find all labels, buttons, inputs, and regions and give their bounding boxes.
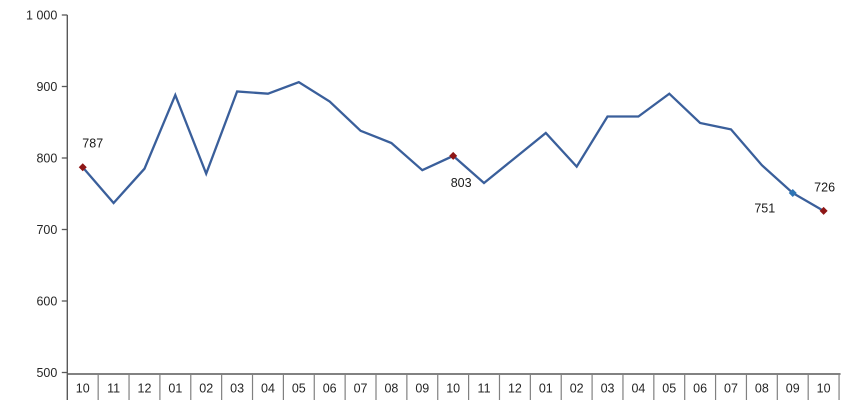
x-axis-label: 02 <box>570 382 584 396</box>
y-axis-label: 600 <box>36 294 57 308</box>
x-axis-label: 12 <box>138 382 152 396</box>
x-axis-label: 10 <box>76 382 90 396</box>
x-axis-label: 04 <box>631 382 645 396</box>
x-axis-label: 07 <box>724 382 738 396</box>
y-axis-label: 1 000 <box>26 8 57 22</box>
y-axis-label: 900 <box>36 80 57 94</box>
x-axis-label: 10 <box>817 382 831 396</box>
y-axis-label: 500 <box>36 366 57 380</box>
x-axis-label: 01 <box>539 382 553 396</box>
data-point-label: 803 <box>451 176 472 190</box>
data-point-marker <box>788 189 797 198</box>
data-line <box>81 80 825 212</box>
x-axis-label: 04 <box>261 382 275 396</box>
data-point-marker <box>449 151 458 160</box>
x-axis-label: 05 <box>662 382 676 396</box>
x-axis-label: 10 <box>446 382 460 396</box>
x-axis-label: 08 <box>384 382 398 396</box>
x-axis-label: 03 <box>230 382 244 396</box>
x-axis-label: 01 <box>168 382 182 396</box>
x-axis-label: 09 <box>786 382 800 396</box>
x-axis-label: 02 <box>199 382 213 396</box>
x-axis-label: 05 <box>292 382 306 396</box>
x-axis-label: 11 <box>107 382 120 396</box>
x-axis-label: 11 <box>478 382 491 396</box>
data-point-marker <box>78 163 87 172</box>
data-point-label: 787 <box>82 137 103 151</box>
y-axis-label: 700 <box>36 223 57 237</box>
x-axis-label: 12 <box>508 382 522 396</box>
x-axis-label: 09 <box>415 382 429 396</box>
x-axis-label: 06 <box>323 382 337 396</box>
data-point-label: 726 <box>814 180 835 194</box>
data-point-label: 751 <box>754 201 775 215</box>
x-axis-label: 06 <box>693 382 707 396</box>
data-point-marker <box>819 206 828 215</box>
x-axis-label: 07 <box>354 382 368 396</box>
x-axis-label: 03 <box>601 382 615 396</box>
y-axis-label: 800 <box>36 151 57 165</box>
x-axis-label: 08 <box>755 382 769 396</box>
